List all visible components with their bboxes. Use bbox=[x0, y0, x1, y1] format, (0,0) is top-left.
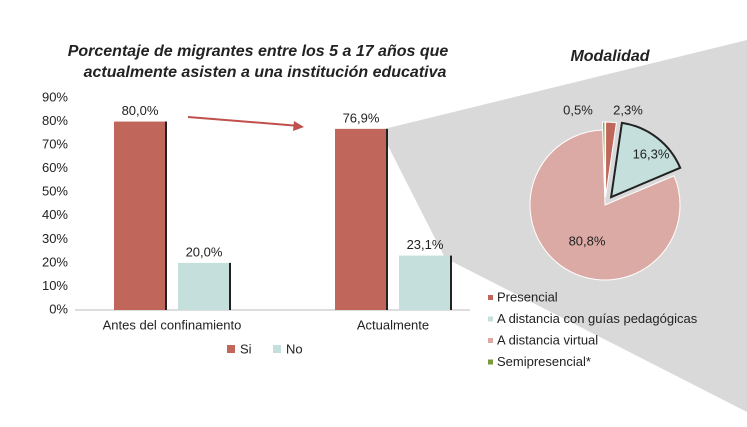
y-tick-label: 50% bbox=[42, 184, 68, 199]
chart-title: Porcentaje de migrantes entre los 5 a 17… bbox=[68, 43, 449, 60]
pie-slice bbox=[602, 121, 606, 198]
chart-title: actualmente asisten a una institución ed… bbox=[84, 64, 447, 81]
x-tick-label: Antes del confinamiento bbox=[103, 317, 242, 332]
data-label: 76,9% bbox=[343, 110, 380, 125]
legend-swatch bbox=[488, 295, 493, 300]
pie-slice bbox=[529, 129, 681, 281]
y-tick-label: 70% bbox=[42, 137, 68, 152]
data-label: 23,1% bbox=[407, 237, 444, 252]
data-label: 20,0% bbox=[186, 244, 223, 259]
y-tick-label: 10% bbox=[42, 278, 68, 293]
legend-label: No bbox=[286, 341, 303, 356]
legend-swatch bbox=[488, 359, 493, 365]
legend-label: Presencial bbox=[497, 289, 558, 304]
legend-swatch bbox=[273, 345, 281, 353]
bar bbox=[399, 255, 451, 310]
data-label: 16,3% bbox=[633, 146, 670, 161]
legend-label: A distancia con guías pedagógicas bbox=[497, 311, 698, 326]
data-label: 2,3% bbox=[613, 102, 643, 117]
legend-label: A distancia virtual bbox=[497, 332, 598, 347]
y-tick-label: 0% bbox=[49, 301, 68, 316]
pie-slice bbox=[609, 121, 682, 199]
y-tick-label: 40% bbox=[42, 207, 68, 222]
y-tick-label: 60% bbox=[42, 160, 68, 175]
bar bbox=[335, 128, 387, 310]
y-tick-label: 20% bbox=[42, 254, 68, 269]
legend-swatch bbox=[227, 345, 235, 353]
y-tick-label: 80% bbox=[42, 113, 68, 128]
data-label: 80,8% bbox=[569, 233, 606, 248]
legend-swatch bbox=[488, 338, 493, 343]
data-label: 80,0% bbox=[122, 103, 159, 118]
legend-label: Si bbox=[240, 341, 252, 356]
arrow bbox=[187, 116, 301, 127]
pie-slice bbox=[605, 121, 617, 198]
legend-swatch bbox=[488, 316, 493, 322]
legend-label: Semipresencial* bbox=[497, 354, 591, 369]
bar bbox=[114, 121, 166, 310]
data-label: 0,5% bbox=[563, 102, 593, 117]
pie-title: Modalidad bbox=[570, 48, 650, 65]
y-tick-label: 90% bbox=[42, 89, 68, 104]
y-tick-label: 30% bbox=[42, 231, 68, 246]
x-tick-label: Actualmente bbox=[357, 317, 429, 332]
bar bbox=[178, 262, 230, 310]
arrow-head bbox=[293, 121, 304, 131]
